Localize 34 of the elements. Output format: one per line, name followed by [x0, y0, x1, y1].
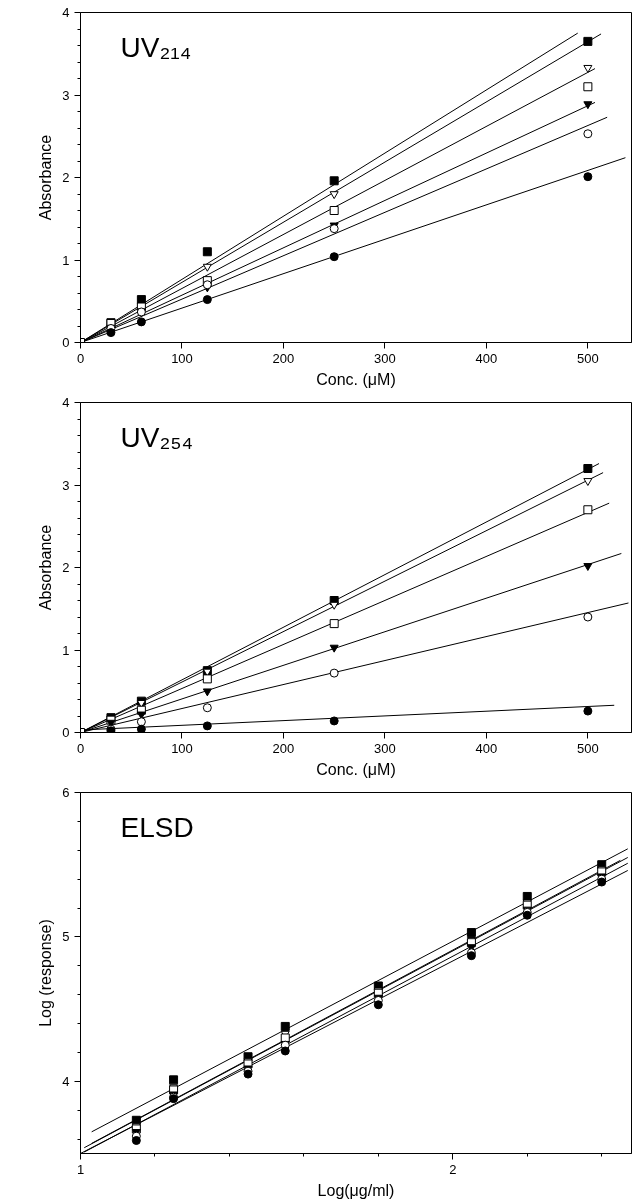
y-tick-label: 2 [62, 560, 70, 575]
x-tick-label: 300 [374, 350, 396, 366]
y-tick-label: 3 [62, 87, 70, 103]
x-axis-title: Conc. (μM) [316, 760, 396, 778]
y-tick-label: 4 [62, 395, 70, 410]
y-tick-label: 1 [62, 252, 70, 268]
x-tick-label: 300 [374, 740, 396, 756]
x-tick-label: 500 [577, 350, 599, 366]
y-tick-label: 5 [62, 929, 70, 945]
x-axis-title: Conc. (μM) [316, 370, 396, 388]
x-tick-label: 200 [272, 740, 295, 756]
y-tick-label: 4 [62, 5, 70, 20]
x-axis-title: Log(μg/ml) [317, 1181, 395, 1199]
y-tick-label: 3 [62, 477, 70, 493]
y-tick-label: 6 [62, 785, 70, 800]
annotation: UV₂₁₄ [120, 31, 192, 63]
y-axis-title: Log (response) [37, 919, 55, 1027]
x-tick-label: 100 [171, 350, 193, 366]
y-tick-label: 0 [62, 725, 70, 740]
x-tick-label: 0 [76, 740, 85, 756]
x-tick-label: 200 [272, 350, 295, 366]
x-tick-label: 400 [475, 350, 498, 366]
annotation: UV₂₅₄ [120, 421, 193, 453]
y-tick-label: 4 [62, 1073, 70, 1089]
annotation: ELSD [120, 811, 194, 843]
x-tick-label: 100 [171, 740, 193, 756]
y-tick-label: 0 [62, 335, 70, 350]
y-tick-label: 2 [62, 170, 70, 185]
x-tick-label: 400 [475, 740, 498, 756]
x-tick-label: 500 [577, 740, 599, 756]
y-axis-title: Absorbance [37, 134, 55, 221]
y-tick-label: 1 [62, 642, 70, 658]
x-tick-label: 0 [76, 350, 85, 366]
y-axis-title: Absorbance [37, 524, 55, 611]
